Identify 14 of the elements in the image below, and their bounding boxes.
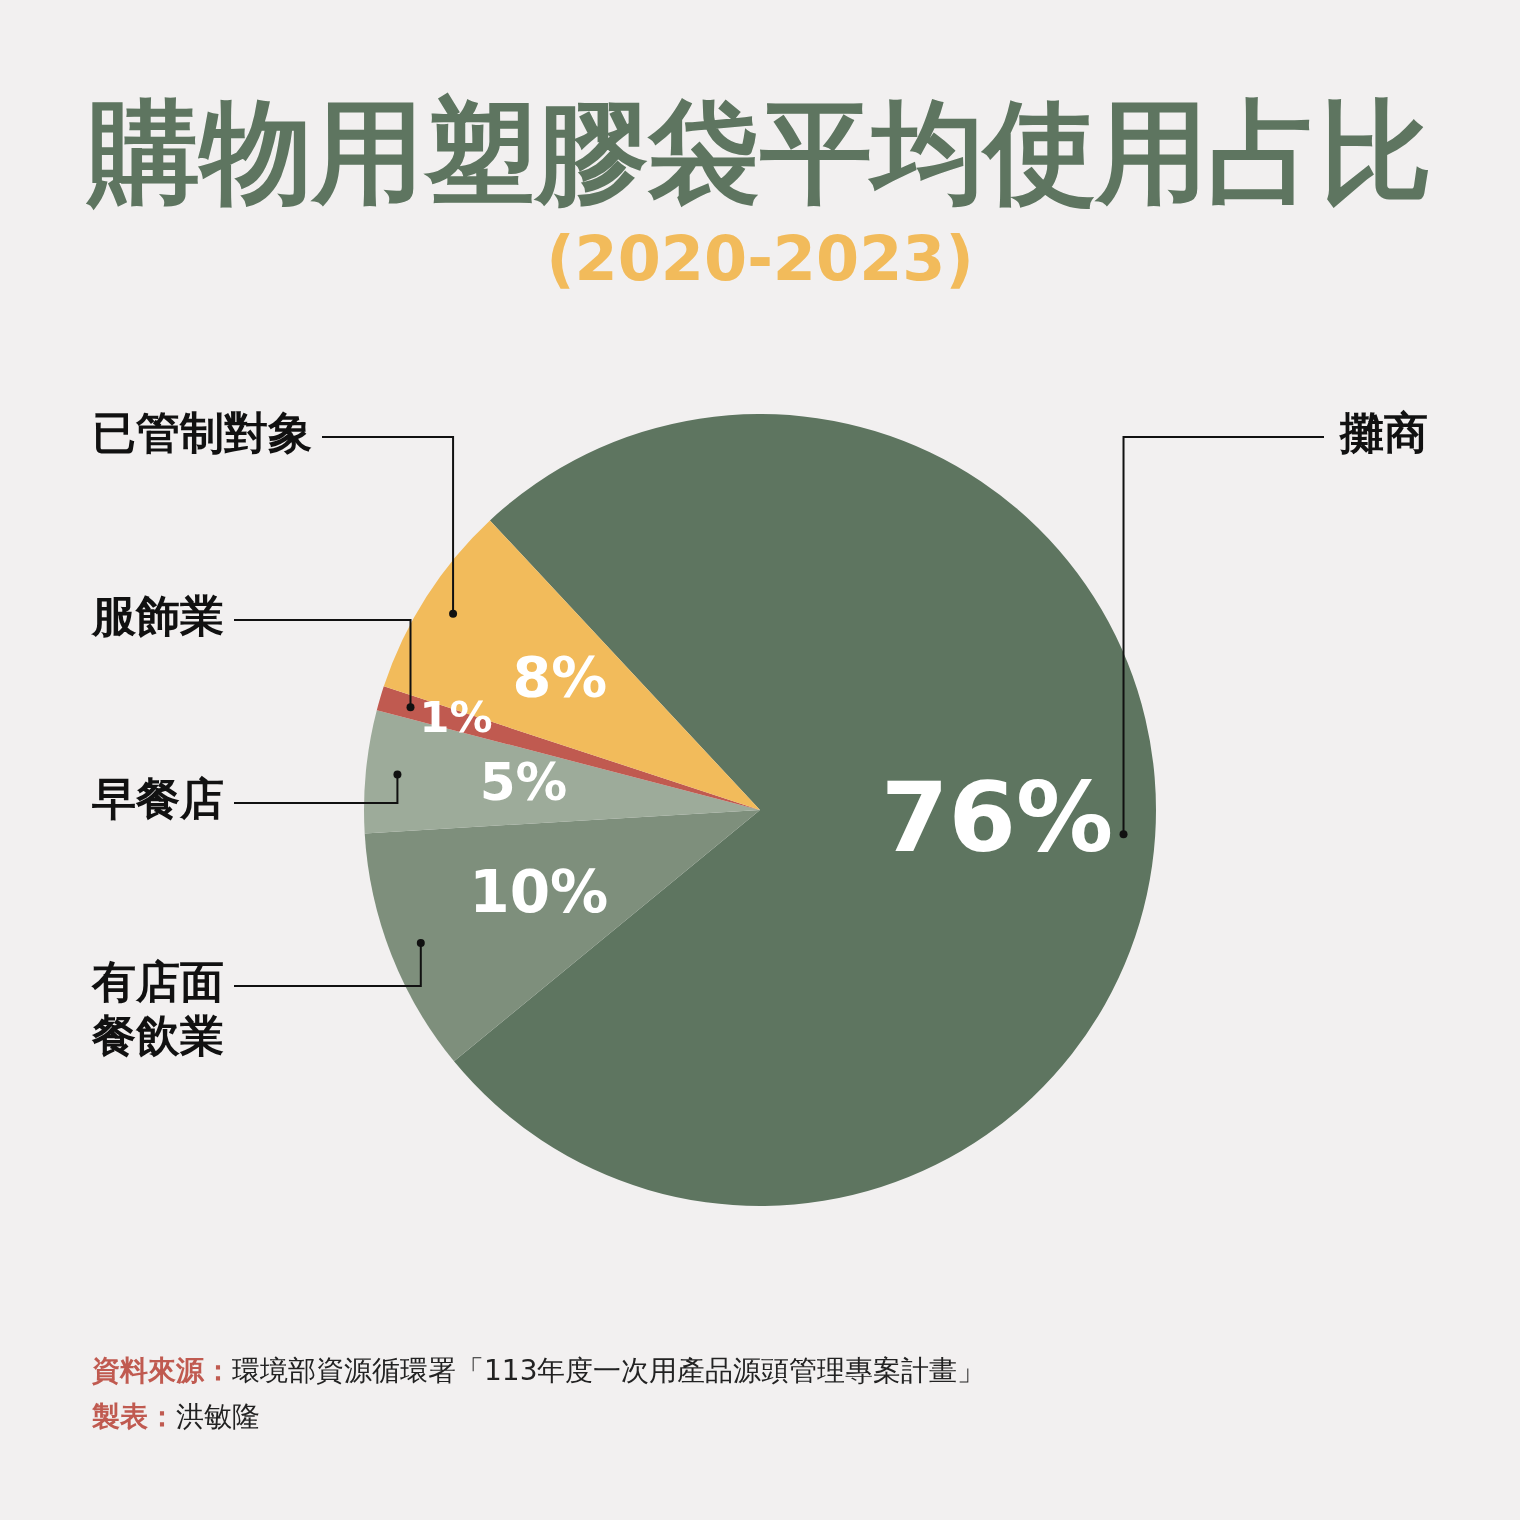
data-label: 1%: [419, 691, 493, 742]
data-label: 5%: [479, 752, 568, 813]
slice-label: 攤商: [1339, 407, 1428, 459]
slice-label: 已管制對象: [92, 407, 312, 459]
slice-label: 有店面餐飲業: [91, 956, 224, 1062]
slice-label: 早餐店: [91, 773, 224, 825]
chart-subtitle: (2020-2023): [545, 222, 975, 295]
data-label: 10%: [469, 857, 609, 926]
slice-label: 服飾業: [90, 590, 224, 642]
chart-title: 購物用塑膠袋平均使用占比: [88, 87, 1432, 217]
source-note: 資料來源：環境部資源循環署「113年度一次用產品源頭管理專案計畫」: [92, 1353, 986, 1389]
text: 製表：洪敏隆: [92, 1399, 261, 1435]
data-label: 76%: [880, 760, 1114, 874]
data-label: 8%: [512, 644, 608, 710]
